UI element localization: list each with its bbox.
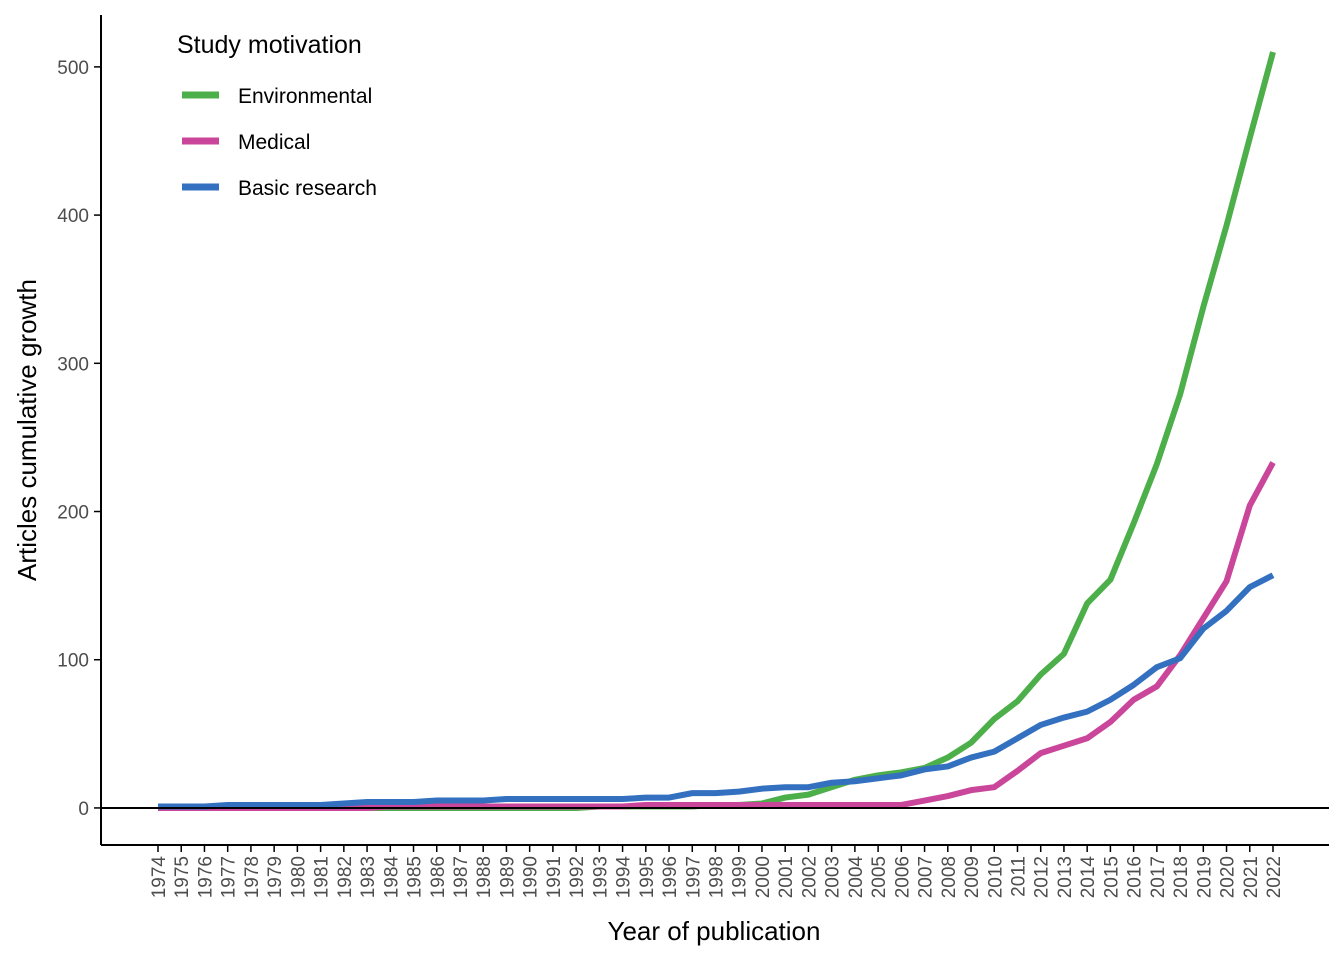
series-line-medical [158, 461, 1276, 811]
x-tick-label: 1990 [521, 856, 542, 898]
y-tick-label: 200 [57, 503, 89, 524]
x-tick-label: 1980 [288, 856, 309, 898]
series-line-environmental [158, 51, 1276, 811]
legend-label: Basic research [238, 177, 377, 200]
x-tick-label: 1974 [149, 856, 170, 899]
x-tick-label: 2012 [1032, 856, 1053, 898]
x-tick-label: 1976 [195, 856, 216, 898]
x-tick-label: 1986 [428, 856, 449, 898]
x-axis-title: Year of publication [608, 916, 821, 946]
x-tick-label: 2008 [939, 856, 960, 898]
x-tick-label: 1991 [544, 856, 565, 898]
x-tick-label: 2004 [846, 856, 867, 899]
x-tick-label: 2015 [1101, 856, 1122, 898]
legend: Study motivation Environmental Medical Bas… [177, 31, 377, 200]
x-tick-label: 1999 [730, 856, 751, 898]
x-tick-label: 2022 [1264, 856, 1285, 898]
x-tick-label: 1995 [637, 856, 658, 898]
x-tick-label: 1984 [381, 856, 402, 899]
x-tick-label: 2017 [1148, 856, 1169, 898]
series-lines [158, 51, 1276, 811]
x-tick-label: 1977 [219, 856, 240, 898]
x-tick-label: 1989 [497, 856, 518, 898]
x-tick-label: 2011 [1008, 856, 1029, 897]
x-tick-label: 2007 [916, 856, 937, 898]
x-tick-label: 1998 [707, 856, 728, 898]
y-axis-ticks: 0 100 200 300 400 500 [57, 58, 101, 820]
x-tick-label: 1979 [265, 856, 286, 898]
x-axis-ticks: 1974 1975 1976 1977 1978 1979 1980 1981 1982 1983… [149, 845, 1285, 898]
y-axis-title: Articles cumulative growth [12, 279, 42, 581]
x-tick-label: 2000 [753, 856, 774, 898]
x-tick-label: 2020 [1218, 856, 1239, 898]
x-tick-label: 2006 [892, 856, 913, 898]
x-tick-label: 2016 [1125, 856, 1146, 898]
x-tick-label: 1975 [172, 856, 193, 898]
x-tick-label: 2002 [799, 856, 820, 898]
x-tick-label: 1981 [312, 856, 333, 898]
legend-title: Study motivation [177, 31, 362, 59]
x-tick-label: 2003 [823, 856, 844, 898]
y-tick-label: 100 [57, 651, 89, 672]
x-tick-label: 1992 [567, 856, 588, 898]
x-tick-label: 2005 [869, 856, 890, 898]
x-tick-label: 1988 [474, 856, 495, 898]
legend-label: Medical [238, 131, 310, 154]
x-tick-label: 1978 [242, 856, 263, 898]
x-tick-label: 1985 [405, 856, 426, 898]
legend-label: Environmental [238, 85, 372, 108]
x-tick-label: 2019 [1194, 856, 1215, 898]
y-tick-label: 500 [57, 58, 89, 79]
x-tick-label: 1983 [358, 856, 379, 898]
x-tick-label: 1987 [451, 856, 472, 898]
x-tick-label: 1982 [335, 856, 356, 898]
series-line-basic-research [158, 572, 1275, 810]
x-tick-label: 2021 [1241, 856, 1262, 898]
x-tick-label: 1997 [683, 856, 704, 898]
y-tick-label: 0 [78, 799, 89, 820]
x-tick-label: 2013 [1055, 856, 1076, 898]
x-tick-label: 2001 [776, 856, 797, 898]
x-tick-label: 1994 [614, 856, 635, 899]
x-tick-label: 2009 [962, 856, 983, 898]
x-tick-label: 2014 [1078, 856, 1099, 899]
x-tick-label: 1996 [660, 856, 681, 898]
y-tick-label: 300 [57, 354, 89, 375]
x-tick-label: 2010 [985, 856, 1006, 898]
y-tick-label: 400 [57, 206, 89, 227]
x-tick-label: 2018 [1171, 856, 1192, 898]
x-tick-label: 1993 [590, 856, 611, 898]
